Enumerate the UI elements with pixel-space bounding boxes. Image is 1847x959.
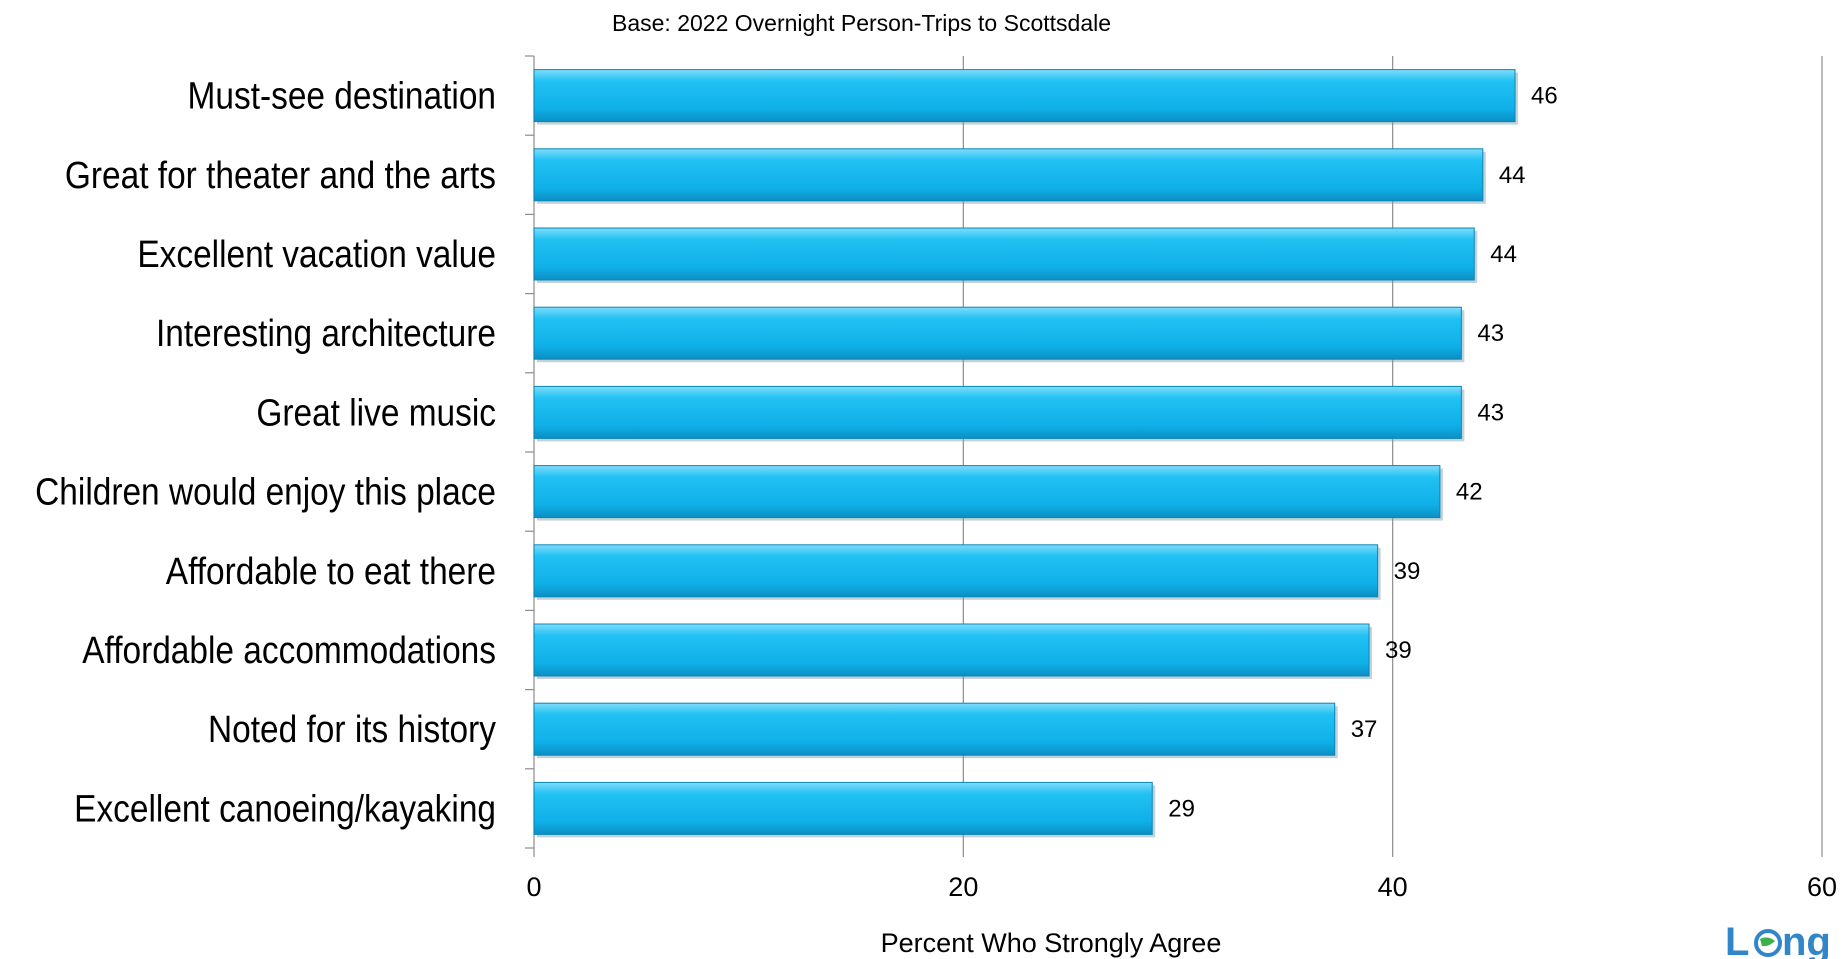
bar [533,227,1475,281]
category-label: Great for theater and the arts [65,154,496,196]
category-label: Noted for its history [208,708,496,750]
x-tick-label: 60 [1807,872,1837,902]
category-label: Must-see destination [188,75,496,117]
x-axis-label: Percent Who Strongly Agree [881,928,1222,958]
x-tick-label: 20 [948,872,978,902]
bar [533,148,1484,202]
category-label: Excellent vacation value [137,233,496,275]
x-tick-label: 0 [526,872,541,902]
x-tick-label: 40 [1378,872,1408,902]
data-label: 43 [1477,320,1504,347]
data-label: 44 [1490,241,1517,268]
bar [533,702,1336,756]
data-label: 42 [1456,479,1483,506]
category-label: Affordable accommodations [82,629,496,671]
data-label: 29 [1168,795,1195,822]
data-label: 44 [1499,162,1526,189]
data-label: 37 [1351,716,1378,743]
bar [533,385,1462,439]
bar [533,465,1441,519]
bar [533,623,1370,677]
labels: 0 20 40 60 Must-see destination 46 Great for t… [35,75,1837,902]
data-label: 39 [1394,558,1421,585]
bar [533,544,1379,598]
category-label: Great live music [256,391,496,433]
bar [533,69,1516,123]
category-label: Interesting architecture [156,312,496,354]
bar [533,781,1153,835]
category-label: Excellent canoeing/kayaking [74,787,496,829]
category-label: Children would enjoy this place [35,471,496,513]
longwoods-logo: L ng [1717,915,1847,959]
category-label: Affordable to eat there [166,550,496,592]
data-label: 39 [1385,637,1412,664]
svg-text:L: L [1725,920,1749,959]
svg-text:ng: ng [1782,920,1831,959]
data-label: 46 [1531,83,1558,110]
bars [533,69,1519,838]
bar [533,306,1462,360]
data-label: 43 [1477,399,1504,426]
chart-subtitle: Base: 2022 Overnight Person-Trips to Sco… [612,10,1112,36]
globe-icon [1754,929,1782,957]
